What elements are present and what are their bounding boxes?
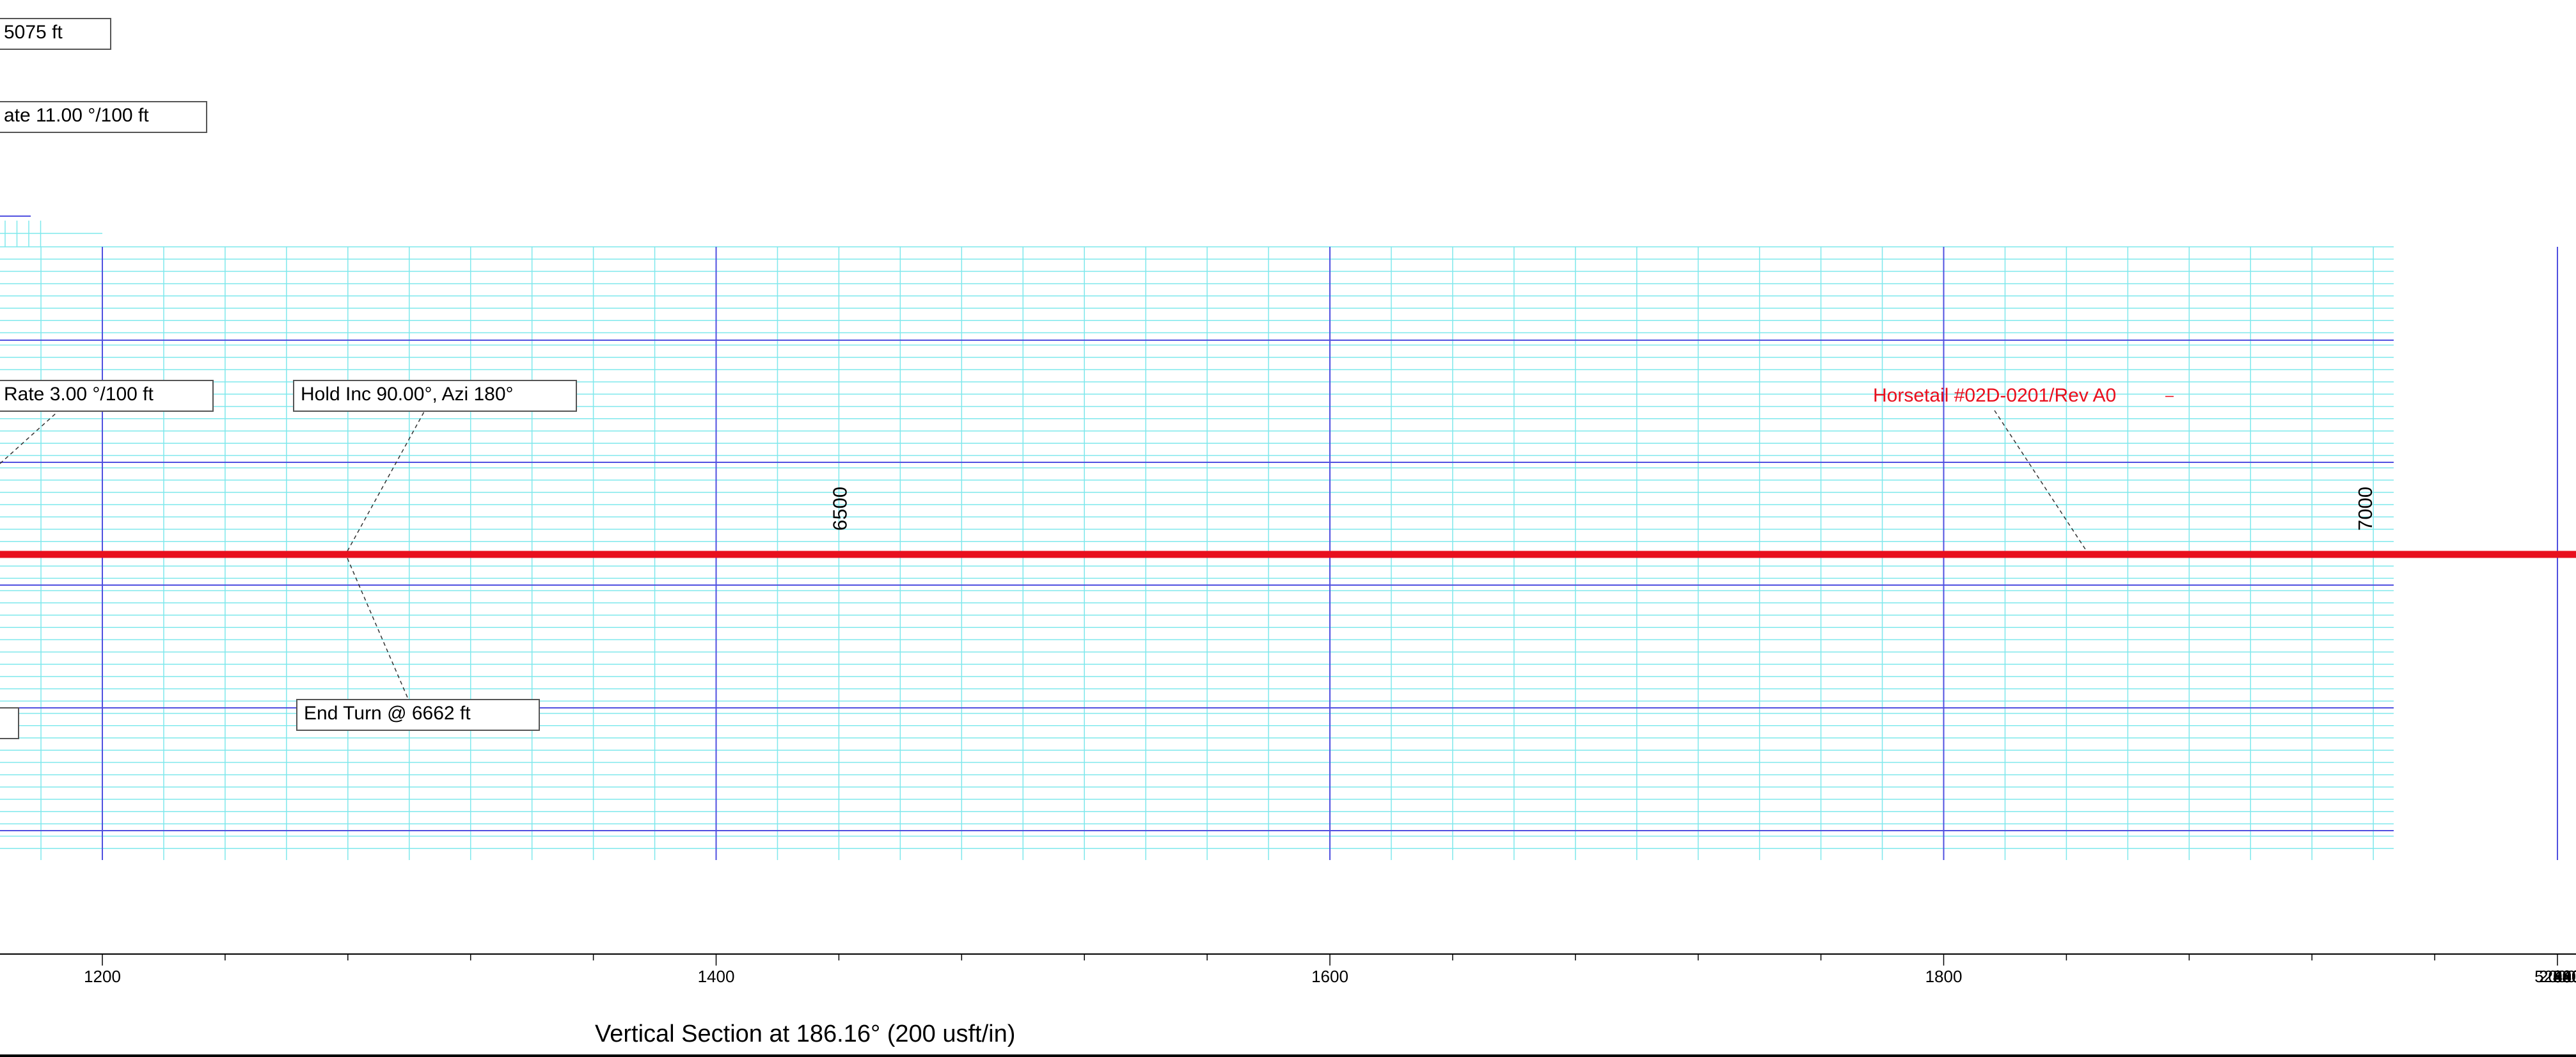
x-tick-label-4200: 4200 <box>2553 967 2576 986</box>
x-tick-label-5200: 5200 <box>2534 967 2572 986</box>
x-tick-label-3600: 3600 <box>2553 967 2576 986</box>
leader-end-turn <box>347 558 409 700</box>
trajectory-layer <box>0 396 2576 558</box>
well-name-label: Horsetail #02D-0201/Rev A0 <box>1873 385 2117 406</box>
x-tick-label-4400: 4400 <box>2553 967 2576 986</box>
x-tick-label-2400: 2400 <box>2553 967 2576 986</box>
x-tick-label-1200: 1200 <box>84 967 121 986</box>
x-tick-label-3800: 3800 <box>2553 967 2576 986</box>
callout-partial <box>0 707 19 739</box>
x-tick-label-4000: 4000 <box>2553 967 2576 986</box>
callout-end-turn: End Turn @ 6662 ft <box>296 699 540 731</box>
callout-build-rate-11: ate 11.00 °/100 ft <box>0 101 207 133</box>
x-tick-label-3000: 3000 <box>2553 967 2576 986</box>
md-label-7000: 7000 <box>2354 487 2376 531</box>
callout-hold-inc: Hold Inc 90.00°, Azi 180° <box>293 380 577 412</box>
x-tick-label-4600: 4600 <box>2553 967 2576 986</box>
x-tick-label-3400: 3400 <box>2553 967 2576 986</box>
leader-well-label <box>1994 410 2087 552</box>
upper-grid-fragment <box>0 215 102 247</box>
leader-rate-3 <box>0 411 58 464</box>
x-axis: 1200 1400 1600 1800 200022002400260028003000… <box>0 953 2576 1057</box>
callout-rate-3: Rate 3.00 °/100 ft <box>0 380 214 412</box>
x-tick-label-2800: 2800 <box>2553 967 2576 986</box>
x-tick-label-2600: 2600 <box>2553 967 2576 986</box>
x-tick-label-1600: 1600 <box>1311 967 1348 986</box>
x-tick-label-4800: 4800 <box>2553 967 2576 986</box>
x-tick-label-2200: 2200 <box>2553 967 2576 986</box>
x-tick-label-2000: 2000 <box>2539 967 2576 986</box>
x-tick-label-1400: 1400 <box>698 967 735 986</box>
md-labels: 6500700075008000850090009500 <box>828 487 2376 531</box>
md-label-6500: 6500 <box>828 487 851 531</box>
leader-hold-inc <box>347 411 425 552</box>
callout-5075ft: 5075 ft <box>0 18 111 50</box>
x-axis-label: Vertical Section at 186.16° (200 usft/in… <box>595 1021 1016 1047</box>
callout-leaders <box>0 410 2087 700</box>
x-tick-label-3200: 3200 <box>2553 967 2576 986</box>
x-tick-label-5000: 5000 <box>2553 967 2576 986</box>
x-tick-label-1800: 1800 <box>1925 967 1963 986</box>
